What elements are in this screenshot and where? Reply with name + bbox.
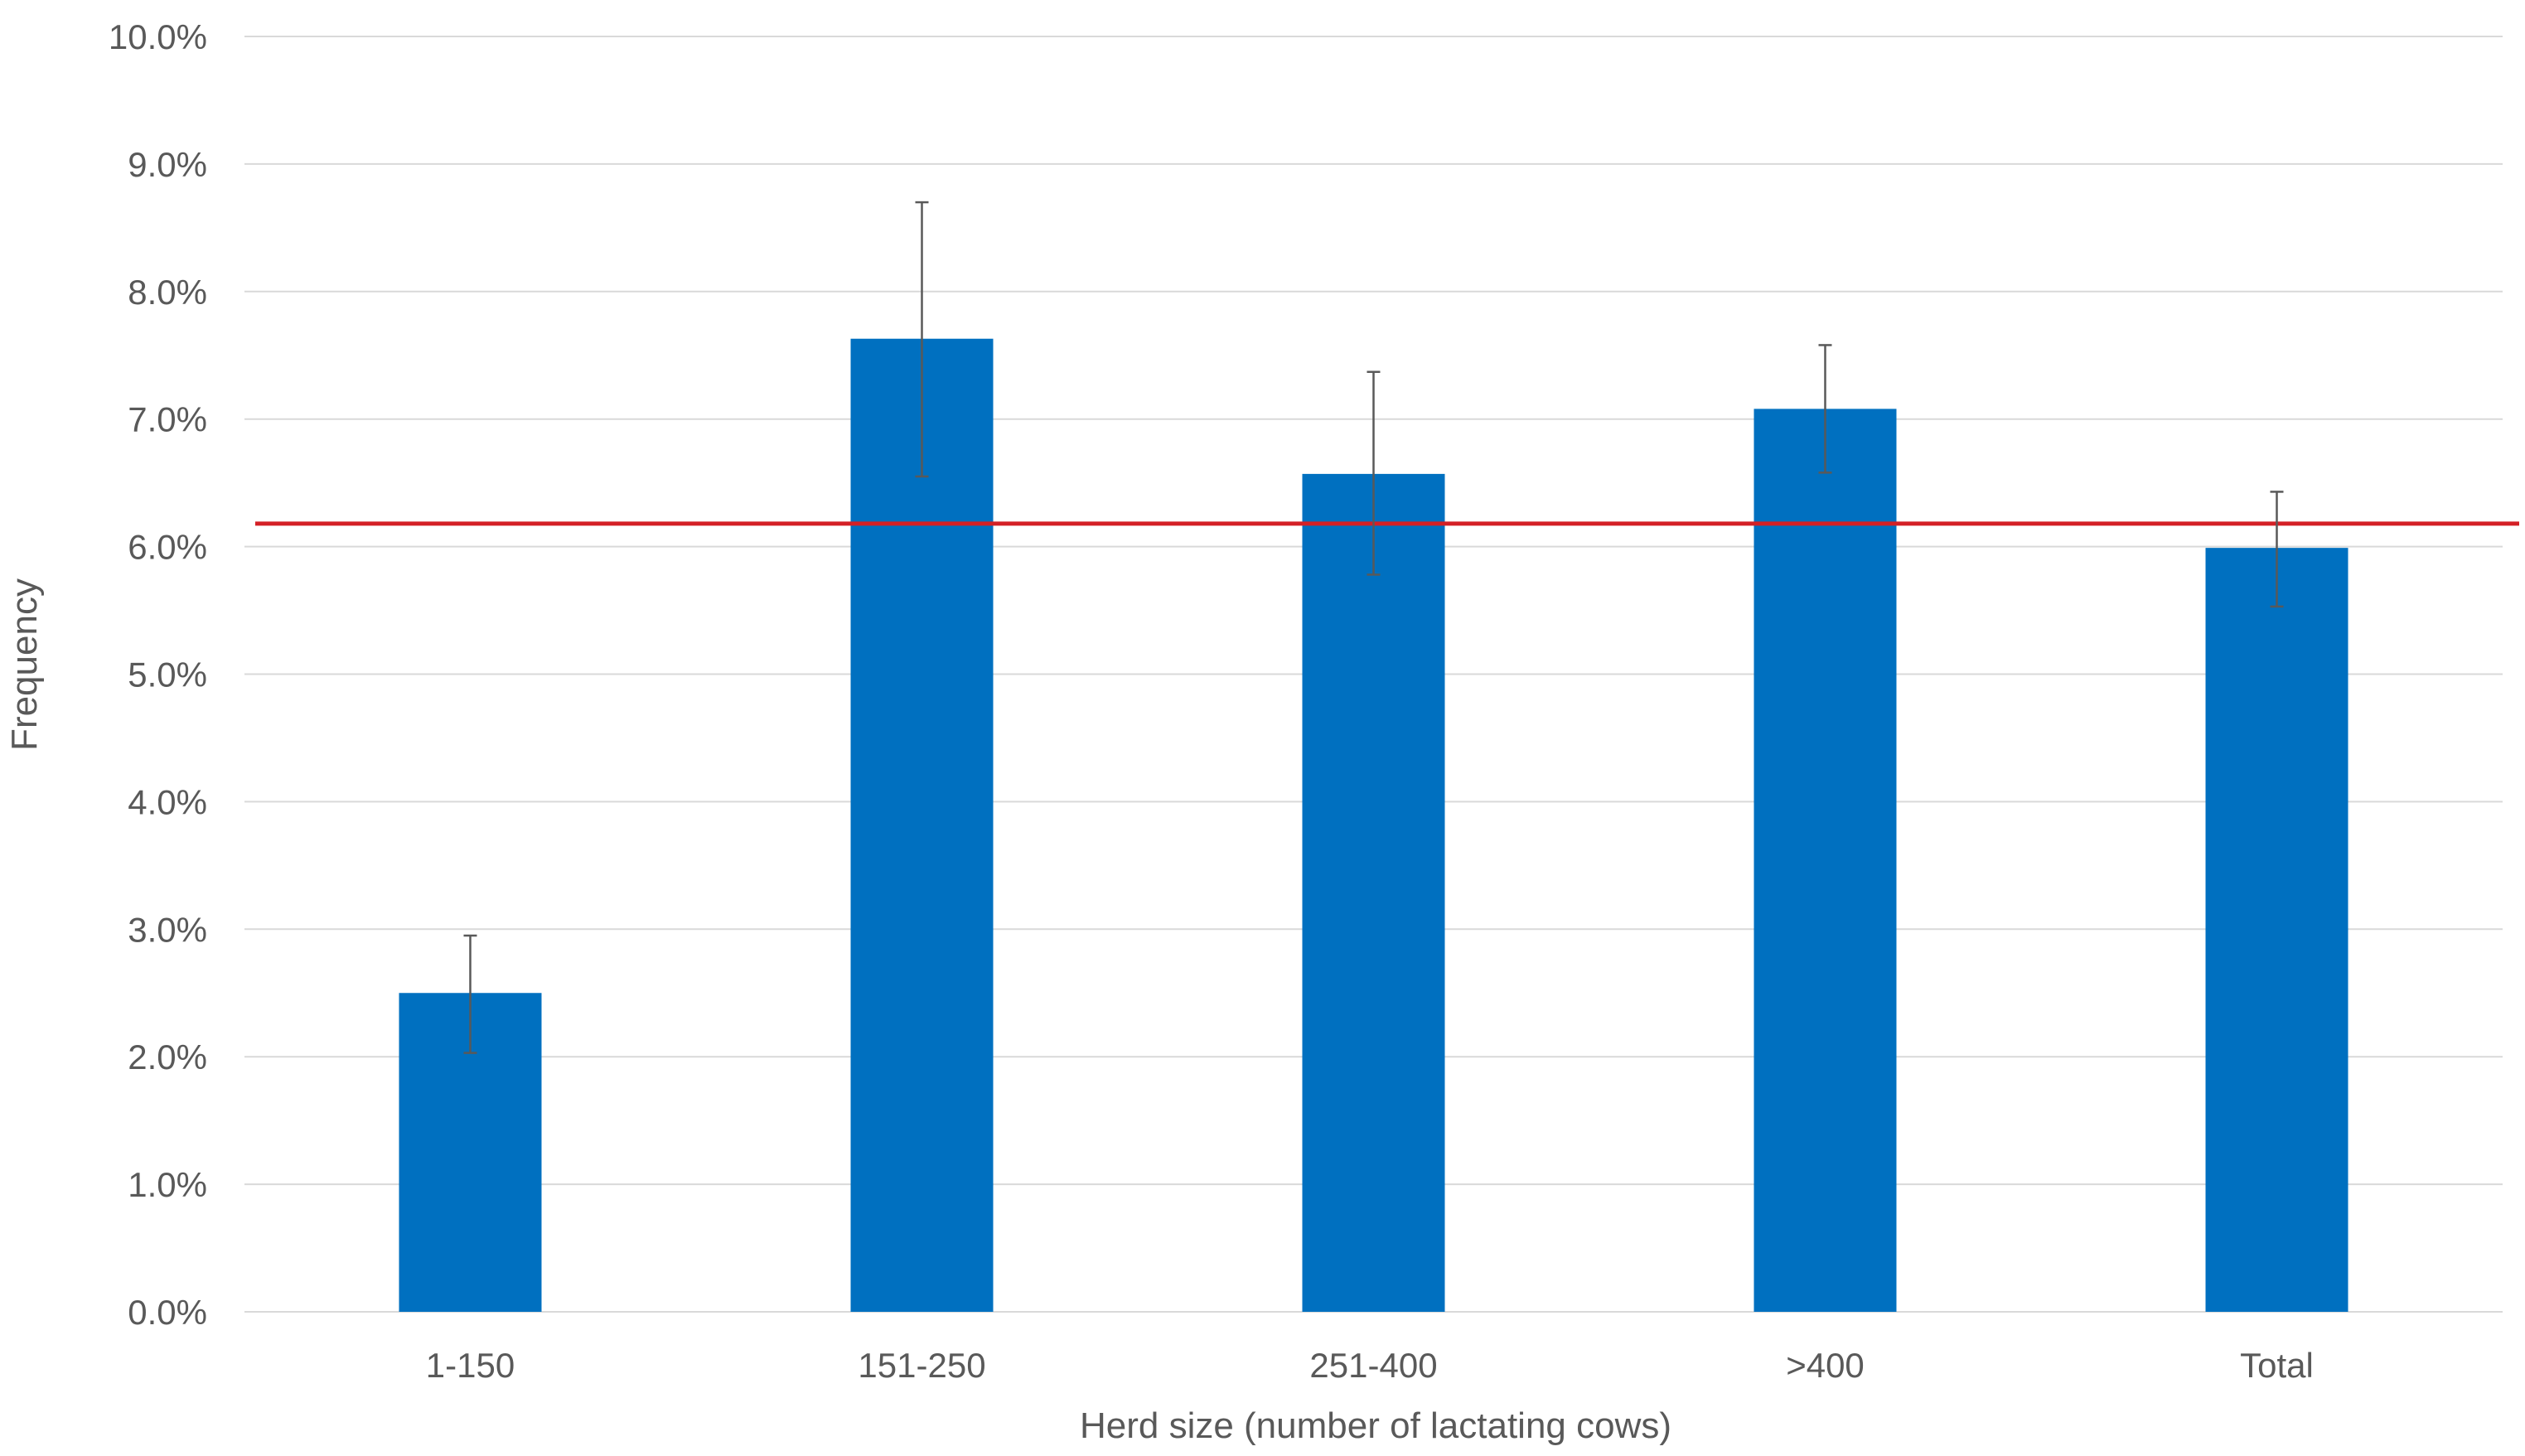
- y-tick-label: 8.0%: [128, 273, 207, 312]
- x-tick-label: 251-400: [1309, 1346, 1437, 1385]
- y-tick-label: 7.0%: [128, 400, 207, 439]
- bars: [399, 338, 2348, 1313]
- bar: [1302, 473, 1445, 1312]
- y-tick-label: 6.0%: [128, 528, 207, 567]
- x-axis-title: Herd size (number of lactating cows): [1080, 1405, 1671, 1446]
- x-axis-tick-labels: 1-150 151-250 251-400 >400 Total: [426, 1346, 2314, 1385]
- y-axis-tick-labels: 0.0% 1.0% 2.0% 3.0% 4.0% 5.0% 6.0% 7.0% 8.0% 9.0%…: [109, 17, 207, 1332]
- x-tick-label: 151-250: [858, 1346, 985, 1385]
- y-tick-label: 4.0%: [128, 782, 207, 821]
- y-axis-title: Frequency: [4, 578, 45, 751]
- error-bar: [1818, 344, 1832, 474]
- error-bar: [1366, 370, 1381, 576]
- error-bar: [915, 201, 929, 478]
- y-tick-label: 3.0%: [128, 910, 207, 949]
- x-tick-label: >400: [1786, 1346, 1865, 1385]
- y-tick-label: 9.0%: [128, 145, 207, 184]
- error-bar: [463, 934, 477, 1054]
- y-tick-label: 5.0%: [128, 655, 207, 694]
- x-tick-label: 1-150: [426, 1346, 515, 1385]
- y-tick-label: 1.0%: [128, 1165, 207, 1204]
- y-tick-label: 10.0%: [109, 17, 207, 56]
- bar: [850, 338, 994, 1312]
- y-tick-label: 2.0%: [128, 1038, 207, 1076]
- bar: [2205, 548, 2348, 1312]
- error-bars: [463, 201, 2284, 1054]
- y-tick-label: 0.0%: [128, 1293, 207, 1332]
- x-tick-label: Total: [2240, 1346, 2314, 1385]
- error-bar: [2270, 491, 2284, 608]
- bar: [1753, 409, 1897, 1313]
